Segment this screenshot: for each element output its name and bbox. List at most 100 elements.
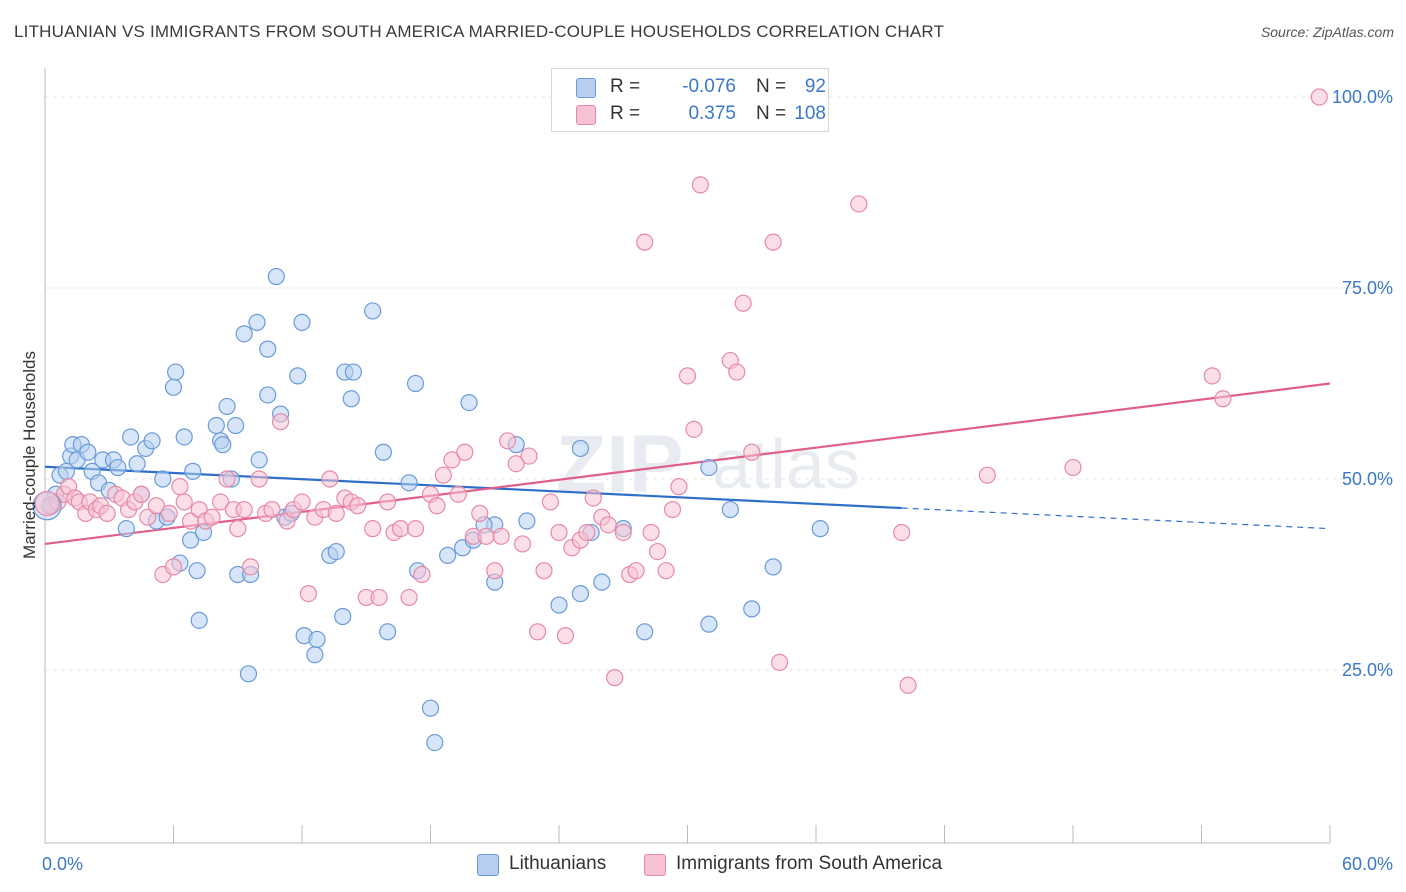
point-immigrants	[456, 443, 474, 461]
axes	[44, 68, 1331, 844]
point-immigrants	[648, 542, 667, 561]
point-immigrants	[657, 562, 675, 580]
point-immigrants	[1214, 390, 1232, 408]
point-lithuanians	[239, 665, 258, 683]
point-immigrants	[636, 233, 654, 251]
point-immigrants	[486, 562, 504, 580]
point-immigrants	[413, 565, 431, 584]
point-immigrants	[670, 478, 688, 496]
legend-r-label: R =	[610, 103, 641, 124]
point-lithuanians	[364, 302, 382, 320]
point-immigrants	[578, 523, 596, 542]
y-tick-label: 100.0%	[1332, 87, 1393, 107]
point-lithuanians	[571, 584, 590, 603]
point-lithuanians	[154, 470, 172, 488]
point-immigrants	[34, 490, 60, 517]
point-lithuanians	[636, 623, 654, 641]
point-immigrants	[513, 535, 532, 553]
point-immigrants	[434, 466, 452, 484]
point-immigrants	[1203, 367, 1221, 385]
point-lithuanians	[700, 615, 718, 633]
point-lithuanians	[327, 542, 345, 561]
point-immigrants	[293, 493, 311, 511]
point-lithuanians	[128, 455, 146, 473]
point-immigrants	[327, 504, 345, 522]
point-immigrants	[1064, 458, 1082, 477]
point-lithuanians	[764, 558, 782, 576]
legend-n-label: N =	[756, 76, 787, 97]
point-lithuanians	[406, 374, 425, 393]
point-lithuanians	[421, 699, 440, 717]
point-lithuanians	[259, 340, 277, 358]
point-immigrants	[349, 497, 367, 515]
point-lithuanians	[227, 416, 245, 435]
point-immigrants	[147, 497, 165, 515]
point-immigrants	[471, 504, 489, 522]
trend-lines	[44, 382, 1331, 546]
point-immigrants	[263, 500, 281, 519]
point-lithuanians	[184, 462, 202, 480]
point-lithuanians	[182, 531, 200, 549]
point-lithuanians	[164, 378, 183, 396]
point-immigrants	[556, 627, 575, 645]
point-lithuanians	[550, 596, 568, 614]
scatter-points	[32, 88, 1328, 752]
point-immigrants	[449, 485, 467, 503]
point-immigrants	[691, 176, 709, 194]
point-immigrants	[428, 497, 446, 515]
point-immigrants	[685, 420, 703, 438]
point-lithuanians	[334, 607, 352, 626]
legend-n-label: N =	[756, 103, 787, 124]
point-lithuanians	[344, 363, 362, 381]
point-lithuanians	[235, 325, 253, 343]
point-immigrants	[492, 527, 510, 545]
point-immigrants	[850, 195, 868, 213]
point-lithuanians	[250, 451, 268, 469]
point-immigrants	[370, 588, 388, 607]
point-lithuanians	[721, 500, 739, 519]
point-immigrants	[242, 558, 260, 576]
point-immigrants	[528, 623, 547, 641]
point-immigrants	[477, 527, 495, 545]
point-lithuanians	[439, 546, 457, 565]
point-immigrants	[235, 500, 253, 519]
trend-line-lithuanians-extension	[901, 507, 1331, 530]
point-lithuanians	[700, 458, 718, 477]
y-tick-label: 75.0%	[1342, 278, 1393, 298]
legend-r-value: -0.076	[682, 76, 736, 97]
point-immigrants	[743, 443, 761, 461]
x-tick-label: 60.0%	[1342, 854, 1393, 874]
point-lithuanians	[460, 394, 478, 412]
point-lithuanians	[175, 428, 193, 446]
point-immigrants	[642, 523, 660, 542]
legend-n-value: 92	[804, 76, 826, 97]
point-lithuanians	[167, 363, 185, 381]
point-lithuanians	[518, 512, 536, 530]
point-immigrants	[770, 653, 789, 671]
point-immigrants	[978, 466, 996, 484]
point-immigrants	[520, 447, 538, 465]
point-immigrants	[899, 676, 917, 694]
point-immigrants	[229, 520, 247, 538]
point-immigrants	[893, 523, 911, 542]
chart-title: LITHUANIAN VS IMMIGRANTS FROM SOUTH AMER…	[14, 22, 945, 41]
point-lithuanians	[109, 458, 127, 477]
point-immigrants	[379, 493, 397, 511]
point-immigrants	[160, 504, 178, 522]
point-lithuanians	[248, 313, 266, 331]
point-lithuanians	[293, 313, 311, 331]
point-lithuanians	[374, 443, 392, 461]
point-lithuanians	[743, 600, 761, 618]
point-immigrants	[627, 562, 645, 580]
point-lithuanians	[306, 646, 324, 664]
watermark-atlas: atlas	[712, 425, 860, 503]
point-lithuanians	[143, 432, 161, 450]
source-label: Source: ZipAtlas.com	[1260, 24, 1394, 40]
point-immigrants	[175, 493, 193, 511]
point-lithuanians	[289, 367, 307, 385]
point-immigrants	[734, 294, 752, 312]
bottom-legend-swatch-pink	[644, 854, 666, 876]
legend-n-value: 108	[794, 103, 826, 124]
point-immigrants	[98, 504, 116, 522]
